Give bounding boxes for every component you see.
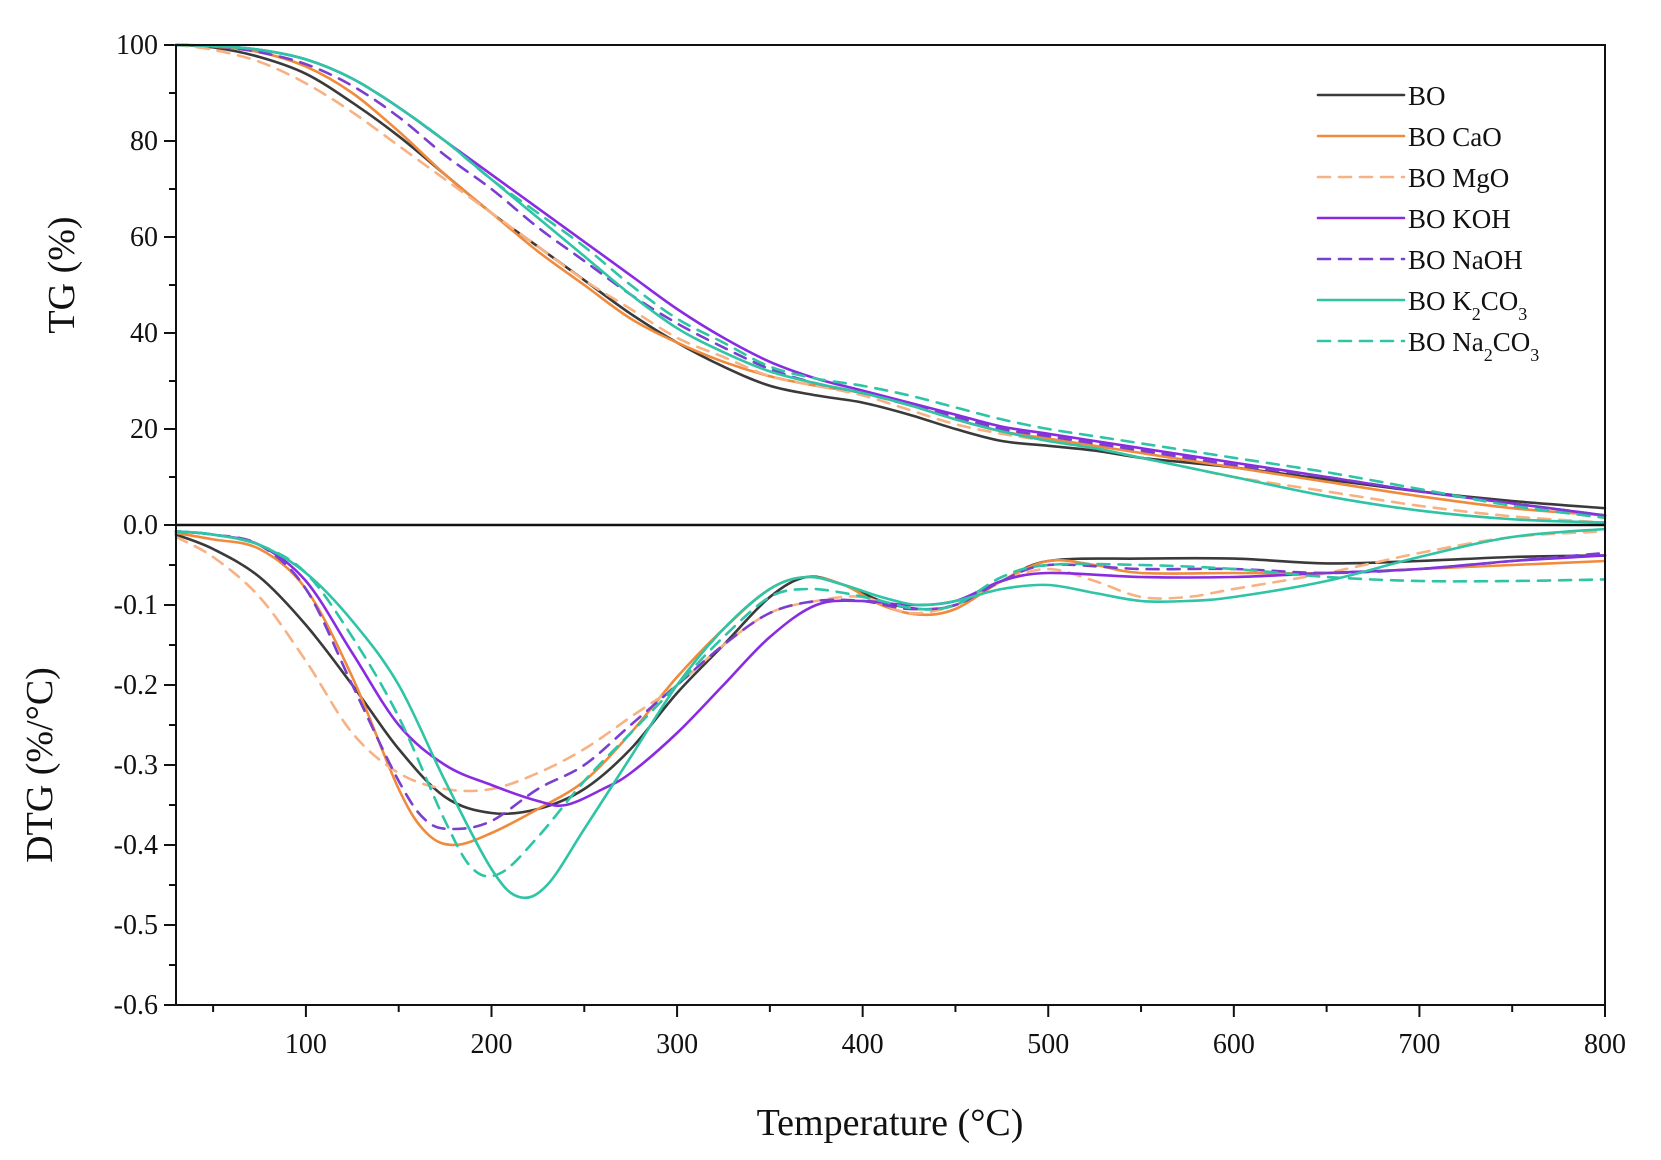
dtg-tick-label: -0.5 [114, 910, 158, 941]
tg-tick-label: 0.0 [123, 510, 158, 541]
legend-label-bo: BO [1408, 81, 1446, 111]
dtg-tick-label: -0.3 [114, 750, 158, 781]
dtg-axis-title: DTG (%/°C) [19, 667, 61, 863]
tick-labels: 100 200 300 400 500 600 700 800 0.0 20 40 60 80 100 -0… [114, 30, 1626, 1060]
tg-series-bo-cao [174, 43, 1607, 517]
x-tick-label: 500 [1027, 1029, 1069, 1060]
tg-tick-label: 20 [130, 414, 158, 445]
tg-tick-label: 60 [130, 222, 158, 253]
dtg-tick-label: -0.4 [114, 830, 158, 861]
dtg-series-bo [174, 533, 1607, 816]
dtg-series-bo-k2co3 [174, 527, 1607, 900]
tg-tick-label: 40 [130, 318, 158, 349]
tg-axis-title: TG (%) [41, 216, 83, 333]
legend-label-bo-koh: BO KOH [1408, 204, 1511, 234]
dtg-series-bo-koh [174, 530, 1607, 807]
axis-ticks [164, 44, 1606, 1017]
x-tick-label: 300 [656, 1029, 698, 1060]
tg-series-bo-naoh [174, 43, 1607, 517]
tg-series-bo-na2co3 [174, 43, 1607, 520]
dtg-series-bo-naoh [174, 530, 1607, 831]
x-axis-title: Temperature (°C) [757, 1102, 1024, 1144]
x-tick-label: 400 [842, 1029, 884, 1060]
x-tick-label: 600 [1213, 1029, 1255, 1060]
x-tick-label: 200 [470, 1029, 512, 1060]
tg-series-bo [174, 43, 1607, 510]
tg-series-bo-k2co3 [174, 43, 1607, 524]
x-tick-label: 700 [1398, 1029, 1440, 1060]
dtg-tick-label: -0.1 [114, 590, 158, 621]
series-layer [174, 43, 1607, 900]
tg-tick-label: 100 [116, 30, 158, 61]
x-tick-label: 800 [1584, 1029, 1626, 1060]
dtg-tick-label: -0.2 [114, 670, 158, 701]
x-tick-label: 100 [285, 1029, 327, 1060]
tg-series-bo-koh [174, 43, 1607, 517]
legend-label-bo-cao: BO CaO [1408, 122, 1502, 152]
legend-label-bo-na2co3: BO Na2CO3 [1408, 327, 1539, 365]
tg-series-bo-mgo [174, 43, 1607, 524]
legend-label-bo-k2co3: BO K2CO3 [1408, 286, 1527, 324]
legend-label-bo-naoh: BO NaOH [1408, 245, 1523, 275]
tg-tick-label: 80 [130, 126, 158, 157]
dtg-tick-label: -0.6 [114, 990, 158, 1021]
dtg-series-bo-na2co3 [174, 530, 1607, 878]
legend-label-bo-mgo: BO MgO [1408, 163, 1509, 193]
